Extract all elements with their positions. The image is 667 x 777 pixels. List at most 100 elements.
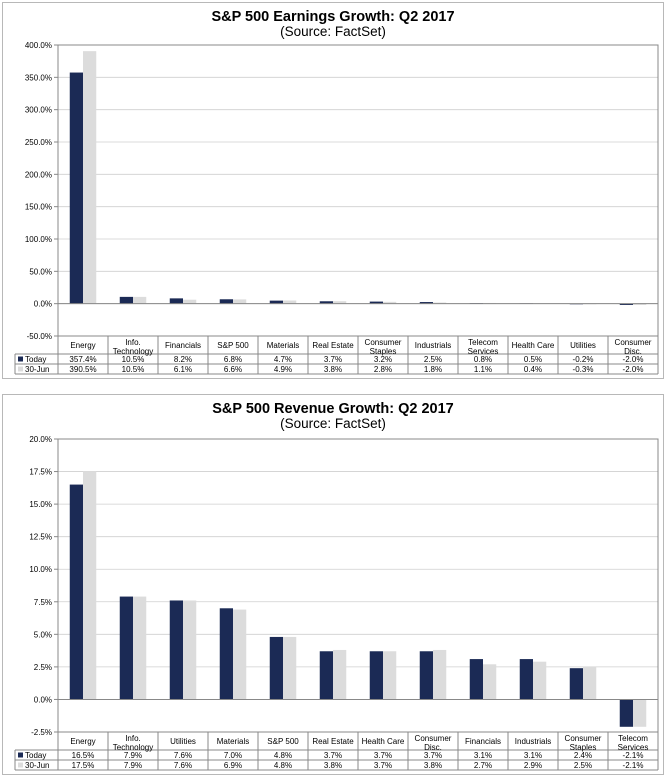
data-label: 0.4%	[524, 365, 542, 374]
data-label: 3.7%	[324, 355, 342, 364]
data-label: 3.7%	[374, 761, 392, 770]
data-label: 0.8%	[474, 355, 492, 364]
data-label: 2.8%	[374, 365, 392, 374]
data-label: 357.4%	[69, 355, 96, 364]
category-label: Staples	[370, 347, 397, 356]
chart-subtitle: (Source: FactSet)	[280, 416, 386, 431]
y-tick-label: 350.0%	[25, 73, 52, 82]
data-label: 3.8%	[324, 761, 342, 770]
category-label: S&P 500	[267, 737, 299, 746]
data-label: 3.8%	[424, 761, 442, 770]
bar-today	[269, 636, 283, 700]
data-label: -2.0%	[623, 355, 644, 364]
data-label: 4.7%	[274, 355, 292, 364]
legend-swatch	[18, 762, 23, 768]
plot-border	[57, 438, 659, 733]
category-label: Info.	[125, 734, 141, 743]
bar-30-jun	[433, 649, 447, 700]
bar-30-jun	[283, 636, 297, 700]
bar-30-jun	[633, 699, 647, 727]
chart-subtitle: (Source: FactSet)	[280, 24, 386, 39]
category-label: Services	[468, 347, 499, 356]
legend-label: 30-Jun	[25, 761, 49, 770]
bar-today	[419, 302, 433, 304]
bar-30-jun	[483, 664, 497, 700]
category-label: Financials	[165, 341, 201, 350]
category-label: Consumer	[365, 338, 402, 347]
category-label: Consumer	[415, 734, 452, 743]
y-tick-label: 15.0%	[29, 500, 52, 509]
y-tick-label: 100.0%	[25, 235, 52, 244]
y-tick-label: -50.0%	[27, 332, 52, 341]
chart-title: S&P 500 Revenue Growth: Q2 2017	[212, 401, 454, 417]
data-label: 6.1%	[174, 365, 192, 374]
data-label: 8.2%	[174, 355, 192, 364]
bar-today	[369, 651, 383, 700]
category-label: Telecom	[468, 338, 498, 347]
category-label: Technology	[113, 347, 153, 356]
category-label: Utilities	[570, 341, 596, 350]
data-label: 7.0%	[224, 751, 242, 760]
data-label: 2.5%	[424, 355, 442, 364]
data-label: 3.2%	[374, 355, 392, 364]
data-label: 3.1%	[524, 751, 542, 760]
bar-today	[69, 72, 83, 304]
category-label: Consumer	[615, 338, 652, 347]
legend-swatch	[18, 366, 23, 372]
revenue-growth-chart: S&P 500 Revenue Growth: Q2 2017 (Source:…	[2, 394, 664, 775]
category-label: Energy	[70, 341, 95, 350]
bar-today	[119, 596, 133, 700]
bar-today	[169, 600, 183, 700]
data-label: 6.8%	[224, 355, 242, 364]
y-tick-label: 400.0%	[25, 41, 52, 50]
data-label: 390.5%	[69, 365, 96, 374]
data-label: 3.8%	[324, 365, 342, 374]
bar-30-jun	[83, 471, 97, 700]
data-label: 7.9%	[124, 751, 142, 760]
data-label: -2.0%	[623, 365, 644, 374]
category-label: Telecom	[618, 734, 648, 743]
bar-30-jun	[233, 609, 247, 700]
category-label: S&P 500	[217, 341, 249, 350]
data-label: 7.6%	[174, 751, 192, 760]
bar-today	[419, 651, 433, 700]
bar-30-jun	[333, 301, 347, 304]
category-label: Consumer	[565, 734, 602, 743]
category-label: Services	[618, 743, 649, 752]
data-label: 2.9%	[524, 761, 542, 770]
data-label: 7.9%	[124, 761, 142, 770]
bar-30-jun	[383, 651, 397, 700]
earnings-chart-svg: 400.0% 350.0% 300.0% 250.0% 200.0% 150.0% 100.…	[14, 41, 659, 375]
bar-today	[619, 303, 633, 305]
data-label: 0.5%	[524, 355, 542, 364]
data-label: 16.5%	[72, 751, 95, 760]
earnings-growth-chart: S&P 500 Earnings Growth: Q2 2017 (Source…	[2, 2, 664, 379]
data-label: 1.8%	[424, 365, 442, 374]
bar-today	[169, 298, 183, 304]
revenue-chart-svg: 20.0% 17.5% 15.0% 12.5% 10.0% 7.5% 5.0% 2.5% 0.0…	[14, 435, 659, 771]
plot-border	[57, 44, 659, 337]
category-label: Disc.	[624, 347, 642, 356]
category-label: Staples	[570, 743, 597, 752]
bar-30-jun	[283, 300, 297, 304]
y-tick-label: 7.5%	[34, 598, 52, 607]
data-label: 10.5%	[122, 365, 145, 374]
y-tick-label: 12.5%	[29, 533, 52, 542]
legend-swatch	[18, 752, 23, 758]
bar-30-jun	[133, 596, 147, 700]
data-label: -2.1%	[623, 751, 644, 760]
category-label: Industrials	[415, 341, 451, 350]
bar-30-jun	[633, 303, 647, 305]
data-label: 2.5%	[574, 761, 592, 770]
y-tick-label: 150.0%	[25, 203, 52, 212]
data-label: 6.6%	[224, 365, 242, 374]
bar-30-jun	[583, 666, 597, 700]
y-tick-label: 5.0%	[34, 630, 52, 639]
y-tick-label: 50.0%	[29, 267, 52, 276]
y-tick-label: 300.0%	[25, 106, 52, 115]
bar-30-jun	[433, 302, 447, 304]
y-tick-label: -2.5%	[31, 728, 52, 737]
y-tick-label: 20.0%	[29, 435, 52, 444]
bar-today	[469, 659, 483, 700]
bar-30-jun	[133, 296, 147, 304]
